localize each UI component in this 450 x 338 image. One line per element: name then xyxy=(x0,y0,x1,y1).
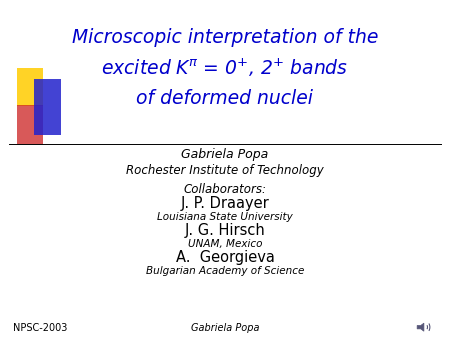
Text: UNAM, Mexico: UNAM, Mexico xyxy=(188,239,262,249)
Polygon shape xyxy=(417,323,424,331)
Text: Collaborators:: Collaborators: xyxy=(184,183,266,196)
FancyBboxPatch shape xyxy=(17,105,43,144)
Text: J. G. Hirsch: J. G. Hirsch xyxy=(184,223,266,238)
Text: J. P. Draayer: J. P. Draayer xyxy=(180,196,270,211)
Text: A.  Georgieva: A. Georgieva xyxy=(176,250,274,265)
Text: Microscopic interpretation of the: Microscopic interpretation of the xyxy=(72,28,378,47)
Text: NPSC-2003: NPSC-2003 xyxy=(14,323,68,333)
Text: Gabriela Popa: Gabriela Popa xyxy=(191,323,259,333)
Text: Bulgarian Academy of Science: Bulgarian Academy of Science xyxy=(146,266,304,276)
FancyBboxPatch shape xyxy=(34,79,61,135)
Text: Gabriela Popa: Gabriela Popa xyxy=(181,148,269,161)
FancyBboxPatch shape xyxy=(17,68,43,106)
Text: Rochester Institute of Technology: Rochester Institute of Technology xyxy=(126,164,324,176)
Text: of deformed nuclei: of deformed nuclei xyxy=(136,89,314,107)
Text: Louisiana State University: Louisiana State University xyxy=(157,212,293,222)
Text: excited K$^{\pi}$ = 0$^{+}$, 2$^{+}$ bands: excited K$^{\pi}$ = 0$^{+}$, 2$^{+}$ ban… xyxy=(101,56,349,79)
